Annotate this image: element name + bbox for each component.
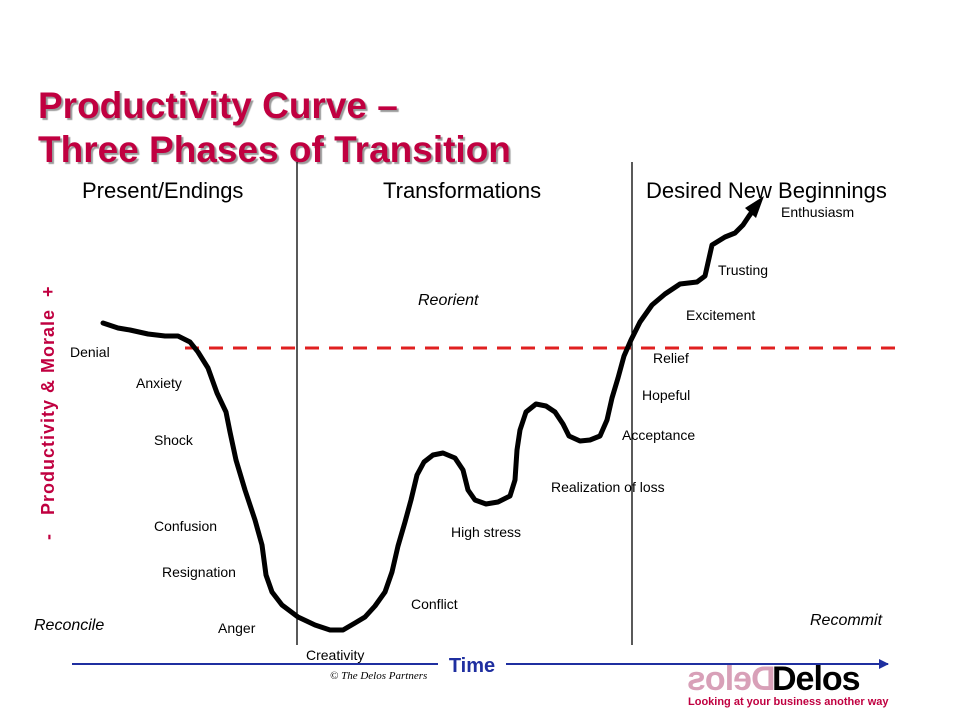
- curve-arrowhead: [745, 196, 764, 218]
- emotion-denial: Denial: [70, 344, 110, 360]
- phase-transformations: Transformations: [383, 178, 542, 203]
- stage-reconcile: Reconcile: [34, 617, 105, 634]
- stage-recommit: Recommit: [810, 612, 883, 629]
- emotion-anxiety: Anxiety: [136, 375, 182, 391]
- emotion-realization-of-loss: Realization of loss: [551, 479, 665, 495]
- emotion-shock: Shock: [154, 432, 193, 448]
- emotion-high-stress: High stress: [451, 524, 522, 540]
- emotion-acceptance: Acceptance: [622, 427, 696, 443]
- emotion-excitement: Excitement: [686, 307, 756, 323]
- emotion-relief: Relief: [653, 350, 689, 366]
- logo-mirror-text: Delos: [688, 660, 776, 698]
- emotion-confusion: Confusion: [154, 518, 218, 534]
- logo-wordmark: Delos: [772, 660, 861, 698]
- title-line-1: Productivity Curve –: [38, 85, 398, 126]
- logo-tagline: Looking at your business another way: [688, 696, 889, 708]
- phase-present-endings: Present/Endings: [82, 178, 244, 203]
- emotion-anger: Anger: [218, 620, 256, 636]
- x-axis-label-time: Time: [438, 652, 506, 680]
- y-axis-label: - Productivity & Morale +: [38, 285, 58, 540]
- slide-title: Productivity Curve – Three Phases of Tra…: [38, 84, 511, 172]
- title-line-2: Three Phases of Transition: [38, 129, 511, 170]
- delos-logo: Delos Delos Looking at your business ano…: [680, 658, 890, 714]
- emotion-resignation: Resignation: [162, 564, 236, 580]
- emotion-conflict: Conflict: [411, 596, 458, 612]
- emotion-hopeful: Hopeful: [642, 387, 691, 403]
- emotion-trusting: Trusting: [718, 262, 769, 278]
- emotion-creativity: Creativity: [306, 647, 365, 663]
- stage-reorient: Reorient: [418, 292, 479, 309]
- emotion-enthusiasm: Enthusiasm: [781, 204, 855, 220]
- phase-desired-new-beginnings: Desired New Beginnings: [646, 178, 887, 203]
- productivity-curve: [100, 202, 760, 633]
